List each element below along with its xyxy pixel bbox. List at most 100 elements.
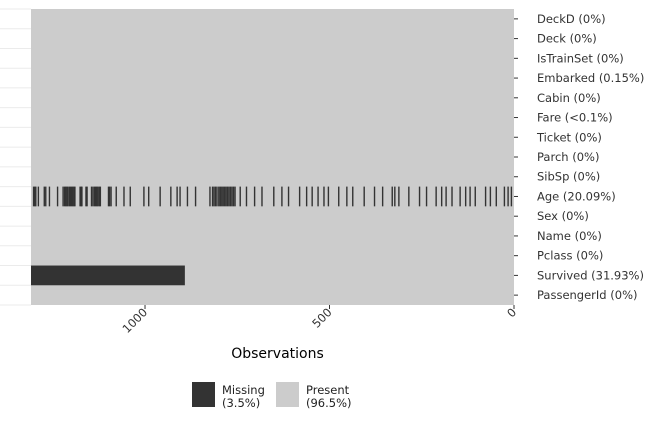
missing-cell — [287, 186, 290, 207]
missing-cell — [327, 186, 330, 207]
missing-cell — [85, 186, 87, 207]
missing-cell — [425, 186, 428, 207]
missing-cell — [95, 186, 98, 207]
missing-cell — [93, 186, 96, 207]
missing-cell — [394, 186, 396, 207]
missing-cell — [435, 186, 437, 207]
missing-cell — [346, 186, 348, 207]
missing-cell — [211, 186, 214, 207]
missing-cell — [179, 186, 181, 207]
missing-cell — [440, 186, 443, 207]
missing-cell — [98, 186, 100, 207]
missing-cell — [92, 186, 94, 207]
missing-cell — [62, 186, 64, 207]
missing-cell — [469, 186, 471, 207]
missing-cell — [68, 186, 71, 207]
missing-cell — [110, 186, 112, 207]
x-axis-label: Observations — [231, 346, 324, 362]
missing-cell — [418, 186, 421, 207]
missing-cell — [186, 186, 189, 207]
missing-cell — [79, 186, 81, 207]
missing-cell — [74, 186, 76, 207]
y-tick-label: Pclass (0%) — [537, 249, 603, 263]
missing-cell — [273, 186, 275, 207]
missing-cell — [216, 186, 218, 207]
missing-cell — [214, 186, 217, 207]
missing-cell — [459, 186, 461, 207]
missing-cell — [86, 186, 88, 207]
missing-cell — [229, 186, 232, 207]
y-tick-label: Survived (31.93%) — [537, 268, 644, 282]
missing-cell — [108, 186, 111, 207]
missing-cell — [317, 186, 319, 207]
missing-cell — [239, 186, 241, 207]
missing-cell — [64, 186, 67, 207]
x-tick-label: 0 — [504, 305, 519, 320]
missing-cell — [391, 186, 393, 207]
y-tick-label: PassengerId (0%) — [537, 288, 637, 302]
missing-cell — [510, 186, 513, 207]
missing-cell — [94, 186, 97, 207]
missing-cells — [31, 186, 513, 286]
missing-cell — [363, 186, 365, 207]
missing-cell — [43, 186, 45, 207]
y-axis: DeckD (0%) Deck (0%) IsTrainSet (0%) Embark… — [514, 12, 644, 302]
missing-cell — [474, 186, 476, 207]
legend-percent: (96.5%) — [306, 396, 352, 410]
missing-cell — [222, 186, 224, 207]
missing-cell — [99, 186, 102, 207]
missing-cell — [338, 186, 340, 207]
missing-cell — [56, 186, 59, 207]
missing-block-survived — [31, 265, 185, 286]
missing-cell — [245, 186, 248, 207]
y-tick-label: Deck (0%) — [537, 32, 597, 46]
missing-cell — [48, 186, 51, 207]
missing-cell — [445, 186, 447, 207]
missing-cell — [489, 186, 492, 207]
missing-cell — [464, 186, 467, 207]
y-tick-label: IsTrainSet (0%) — [537, 51, 624, 65]
missing-cell — [35, 186, 37, 207]
missing-cell — [311, 186, 313, 207]
missing-cell — [381, 186, 384, 207]
missing-cell — [67, 186, 69, 207]
missing-cell — [373, 186, 376, 207]
missing-cell — [352, 186, 354, 207]
missing-cell — [226, 186, 229, 207]
missing-cell — [71, 186, 74, 207]
missing-cell — [495, 186, 497, 207]
x-axis: 1000 500 0 — [120, 305, 519, 336]
missing-cell — [281, 186, 283, 207]
missing-cell — [231, 186, 233, 207]
legend-label: Missing — [222, 383, 265, 397]
missing-cell — [451, 186, 453, 207]
missing-cell — [218, 186, 220, 207]
missing-cell — [148, 186, 150, 207]
missing-cell — [73, 186, 75, 207]
y-tick-label: Fare (<0.1%) — [537, 111, 613, 125]
missing-cell — [45, 186, 47, 207]
missing-cell — [209, 186, 211, 207]
x-tick-label: 500 — [309, 305, 334, 330]
missing-cell — [37, 186, 40, 207]
missing-cell — [81, 186, 83, 207]
legend-key-present — [276, 382, 299, 407]
missing-cell — [90, 186, 93, 207]
grid-lines — [0, 8, 31, 306]
missing-cell — [323, 186, 325, 207]
missing-cell — [170, 186, 172, 207]
missing-cell — [224, 186, 226, 207]
missing-cell — [176, 186, 178, 207]
missing-cell — [129, 186, 131, 207]
y-tick-label: Embarked (0.15%) — [537, 71, 644, 85]
missing-cell — [261, 186, 263, 207]
y-tick-label: Age (20.09%) — [537, 189, 616, 203]
y-tick-label: Ticket (0%) — [536, 130, 602, 144]
missing-cell — [80, 186, 82, 207]
missing-cell — [213, 186, 215, 207]
y-tick-label: Parch (0%) — [537, 150, 599, 164]
y-tick-label: Sex (0%) — [537, 209, 589, 223]
legend-label: Present — [306, 383, 350, 397]
y-tick-label: Name (0%) — [537, 229, 602, 243]
